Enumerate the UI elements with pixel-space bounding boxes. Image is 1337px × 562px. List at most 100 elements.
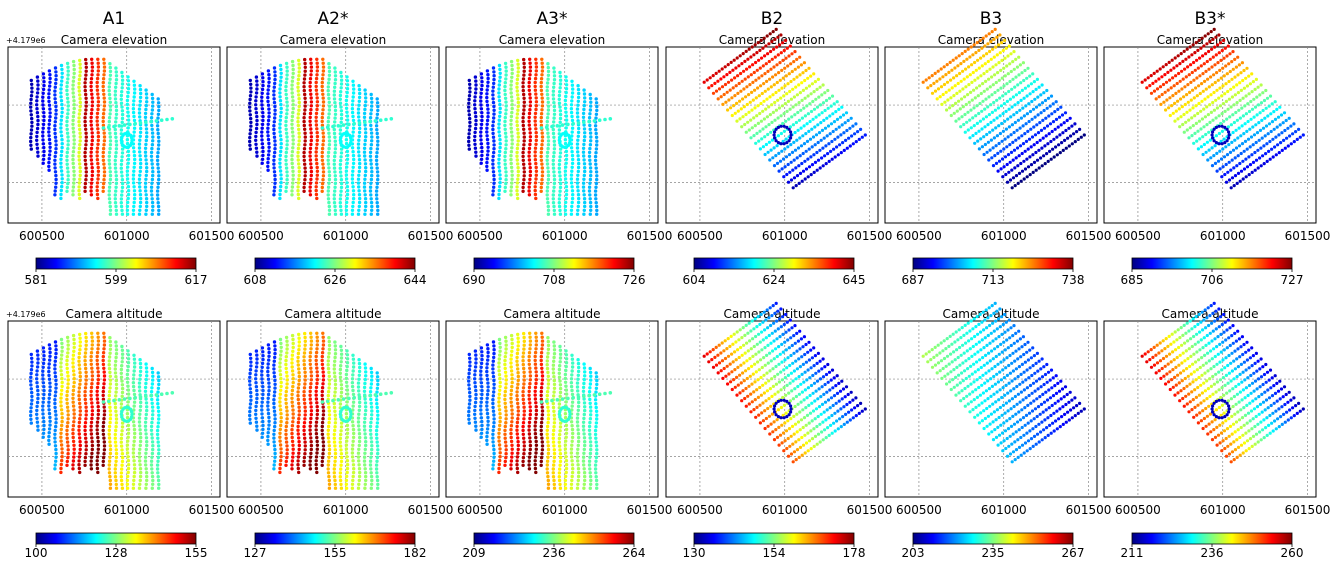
data-point [1228,115,1232,119]
data-point [504,170,508,174]
data-point [534,61,538,65]
data-point [1174,91,1178,95]
data-point [101,420,106,425]
data-point [357,87,362,92]
data-point [576,158,581,162]
data-point [1258,128,1263,132]
data-point [375,181,380,186]
data-point [784,38,788,43]
data-point [854,122,858,126]
data-point [78,447,82,452]
data-point [552,116,556,120]
data-point [120,379,124,383]
data-point [795,57,799,62]
data-point [1033,133,1038,137]
data-point [1001,175,1005,179]
data-point [114,355,118,360]
data-point [571,157,575,162]
data-point [970,98,974,102]
data-point [1284,118,1288,123]
data-point [145,443,149,448]
data-point [1227,143,1231,147]
data-point [42,350,46,354]
data-point [132,185,136,189]
data-point [144,189,148,193]
data-point [570,200,574,205]
data-point [728,70,732,74]
data-point [144,463,148,467]
data-point [545,197,550,201]
data-point [42,388,46,393]
data-point [78,97,82,101]
data-point [498,177,502,181]
data-point [826,124,831,128]
data-point [534,127,538,131]
data-point [1211,118,1215,122]
plot-title: Camera elevation [1157,33,1263,47]
data-point [545,185,550,189]
data-point [156,436,160,440]
data-point [1014,156,1018,160]
data-point [474,118,478,123]
data-point [266,88,270,92]
data-point [54,173,58,178]
data-point [743,59,747,64]
data-point [595,104,599,109]
data-point [1050,129,1054,134]
data-point [119,475,124,479]
data-point [254,146,259,150]
data-point [467,147,471,151]
data-point [575,107,580,111]
data-point [35,416,39,420]
data-point [131,103,136,107]
data-point [836,135,840,139]
data-point [36,361,40,365]
data-point [344,173,349,177]
data-point [120,455,125,460]
data-point [1004,127,1009,131]
x-tick-label: 601500 [1066,229,1112,243]
data-point [132,150,136,154]
data-point [54,77,58,82]
data-point [144,362,148,366]
x-tick-label: 601000 [104,229,150,243]
data-point [138,84,142,88]
data-point [528,162,532,166]
data-point [1191,124,1195,128]
data-point [114,177,119,182]
data-point [138,103,142,107]
data-point [102,444,107,448]
data-point [131,181,136,185]
data-point [273,70,277,74]
data-point [1279,113,1284,117]
data-point [60,79,64,83]
data-point [35,134,39,139]
data-point [1045,124,1050,128]
data-point [546,139,551,143]
data-point [108,208,113,212]
data-point [156,375,161,379]
data-point [327,100,331,105]
data-point [497,118,501,122]
data-point [272,100,277,105]
data-point [594,131,598,136]
data-point [822,118,826,122]
data-point [989,57,993,61]
data-point [945,80,950,84]
data-point [1286,126,1290,130]
plot-title: Camera elevation [280,33,386,47]
data-point [345,118,350,122]
data-point [339,74,344,79]
data-point [267,149,271,153]
data-point [144,471,149,475]
data-point [60,142,64,146]
data-point [29,128,34,132]
data-point [815,150,819,155]
data-point [569,181,574,185]
data-point [272,189,276,193]
data-point [54,459,58,463]
data-point [30,390,34,395]
data-point [297,166,301,170]
data-point [849,116,853,120]
data-point [1045,106,1049,110]
